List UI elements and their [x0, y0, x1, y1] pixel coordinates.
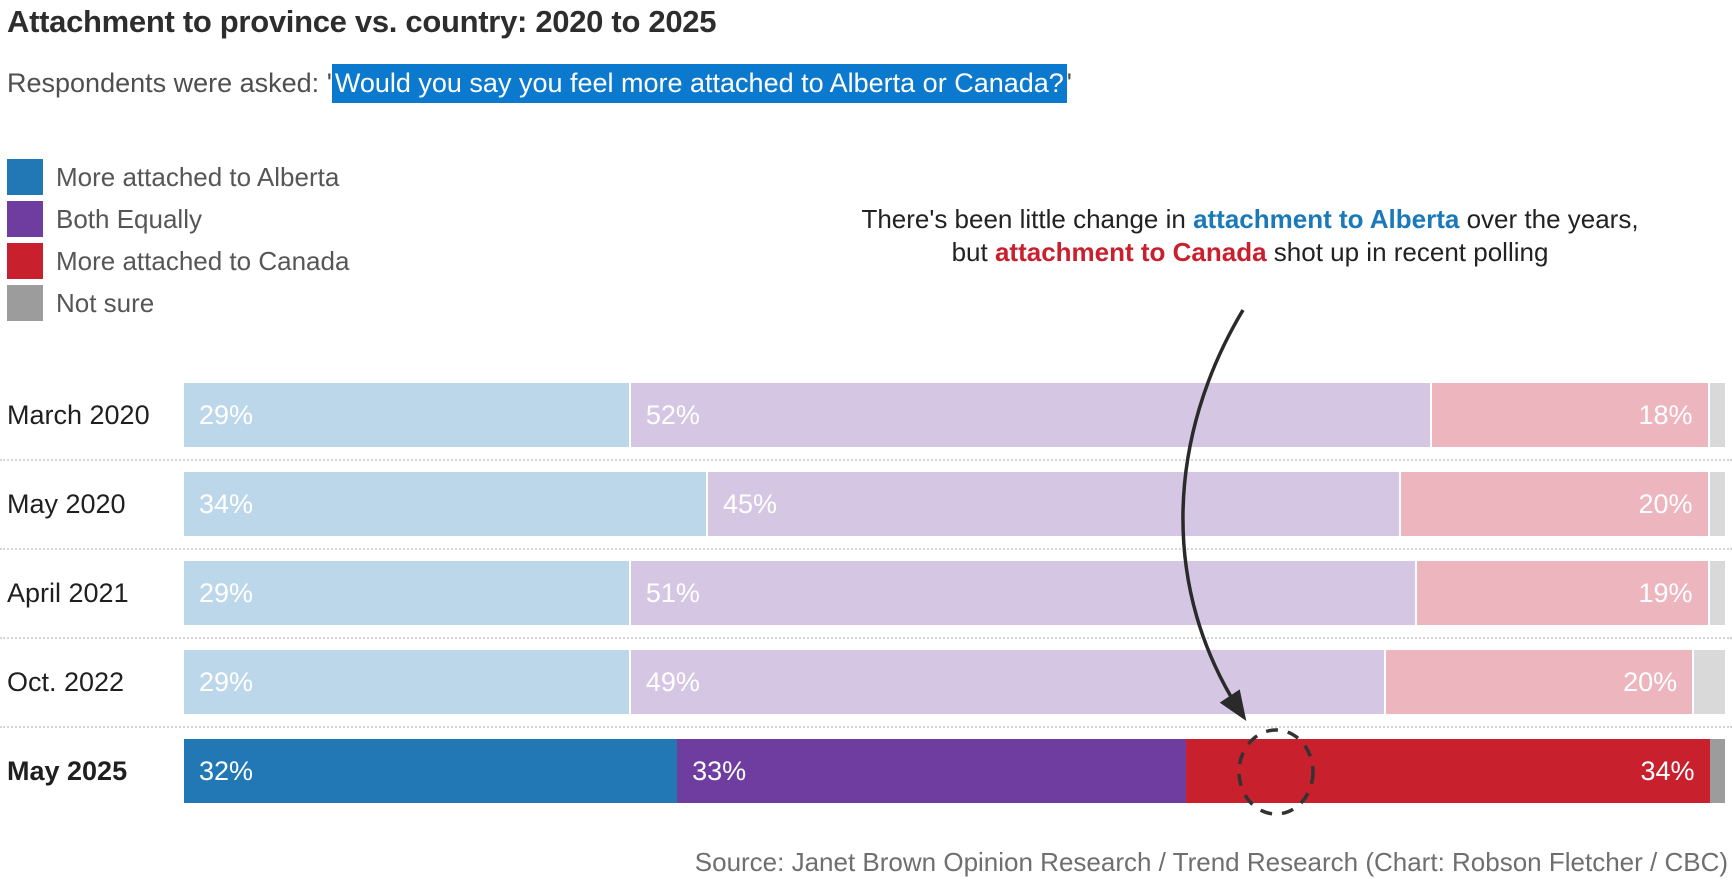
bar-segment-canada: 20% — [1401, 472, 1710, 536]
bar-segment-canada: 19% — [1416, 561, 1710, 625]
chart-row-may-2025: May 2025 32% 33% 34% — [0, 739, 1725, 803]
segment-value: 49% — [645, 666, 700, 697]
annotation-part-plain: over the years, but — [951, 204, 1639, 268]
bar-segment-both: 45% — [707, 472, 1402, 536]
segment-value: 20% — [1638, 488, 1693, 519]
bar-segment-notsure — [1709, 472, 1725, 536]
segment-value: 34% — [199, 488, 254, 519]
source-credit: Source: Janet Brown Opinion Research / T… — [694, 847, 1728, 877]
legend-item-both-equally: Both Equally — [7, 201, 349, 237]
legend-swatch-both-equally — [7, 201, 43, 237]
row-label: May 2025 — [7, 755, 128, 786]
chart-subtitle: Respondents were asked: ' Would you say y… — [7, 64, 1072, 103]
chart-row-may-2020: May 2020 34% 45% 20% — [0, 472, 1732, 550]
legend-item-more-attached-to-alberta: More attached to Alberta — [7, 159, 349, 195]
row-label: March 2020 — [7, 399, 150, 430]
segment-value: 20% — [1623, 666, 1678, 697]
bar-segment-canada: 34% — [1185, 739, 1710, 803]
bar-segment-both: 51% — [630, 561, 1417, 625]
bar-segment-alberta: 29% — [184, 561, 631, 625]
annotation-part-canada: attachment to Canada — [994, 237, 1267, 268]
bar-segment-alberta: 32% — [184, 739, 678, 803]
legend-label: More attached to Alberta — [56, 161, 340, 192]
stacked-bar: 29% 51% 19% — [184, 561, 1725, 625]
legend-item-not-sure: Not sure — [7, 285, 349, 321]
bar-segment-notsure — [1709, 739, 1725, 803]
legend-label: More attached to Canada — [56, 245, 350, 276]
bar-segment-notsure — [1709, 383, 1725, 447]
annotation-part-plain: There's been little change in — [861, 204, 1194, 234]
legend-item-more-attached-to-canada: More attached to Canada — [7, 243, 349, 279]
chart-row-oct-2022: Oct. 2022 29% 49% 20% — [0, 650, 1732, 728]
segment-value: 18% — [1638, 399, 1693, 430]
row-label: April 2021 — [7, 577, 129, 608]
chart-row-march-2020: March 2020 29% 52% 18% — [0, 383, 1732, 461]
bar-segment-canada: 18% — [1432, 383, 1710, 447]
bar-segment-notsure — [1694, 650, 1725, 714]
legend-swatch-more-attached-to-alberta — [7, 159, 43, 195]
subtitle-suffix: ' — [1066, 68, 1072, 98]
bar-chart: March 2020 29% 52% 18% May 2020 34% 45% 20% Apri… — [0, 383, 1732, 828]
stacked-bar: 29% 52% 18% — [184, 383, 1725, 447]
subtitle-prefix: Respondents were asked: ' — [7, 68, 332, 98]
bar-segment-both: 33% — [677, 739, 1186, 803]
annotation: There's been little change in attachment… — [855, 203, 1645, 269]
chart-title: Attachment to province vs. country: 2020… — [7, 4, 717, 39]
bar-segment-both: 49% — [630, 650, 1386, 714]
legend-swatch-not-sure — [7, 285, 43, 321]
row-label: May 2020 — [7, 488, 126, 519]
segment-value: 29% — [199, 577, 254, 608]
bar-segment-alberta: 29% — [184, 650, 631, 714]
segment-value: 33% — [692, 755, 747, 786]
legend-label: Not sure — [56, 287, 155, 318]
chart-row-april-2021: April 2021 29% 51% 19% — [0, 561, 1732, 639]
segment-value: 51% — [645, 577, 700, 608]
subtitle-highlight: Would you say you feel more attached to … — [331, 64, 1067, 103]
row-label: Oct. 2022 — [7, 666, 125, 697]
annotation-part-plain: shot up in recent polling — [1266, 237, 1549, 268]
segment-value: 19% — [1638, 577, 1693, 608]
legend: More attached to Alberta Both Equally More… — [7, 159, 349, 327]
stacked-bar: 29% 49% 20% — [184, 650, 1725, 714]
stacked-bar: 34% 45% 20% — [184, 472, 1725, 536]
bar-segment-canada: 20% — [1385, 650, 1695, 714]
legend-swatch-more-attached-to-canada — [7, 243, 43, 279]
stacked-bar: 32% 33% 34% — [184, 739, 1725, 803]
bar-segment-both: 52% — [630, 383, 1433, 447]
legend-label: Both Equally — [56, 203, 202, 234]
annotation-part-alberta: attachment to Alberta — [1193, 204, 1460, 234]
bar-segment-alberta: 29% — [184, 383, 631, 447]
segment-value: 34% — [1640, 755, 1695, 786]
segment-value: 29% — [199, 399, 254, 430]
segment-value: 29% — [199, 666, 254, 697]
bar-segment-notsure — [1709, 561, 1725, 625]
segment-value: 32% — [199, 755, 254, 786]
bar-segment-alberta: 34% — [184, 472, 708, 536]
segment-value: 52% — [645, 399, 700, 430]
segment-value: 45% — [722, 488, 777, 519]
